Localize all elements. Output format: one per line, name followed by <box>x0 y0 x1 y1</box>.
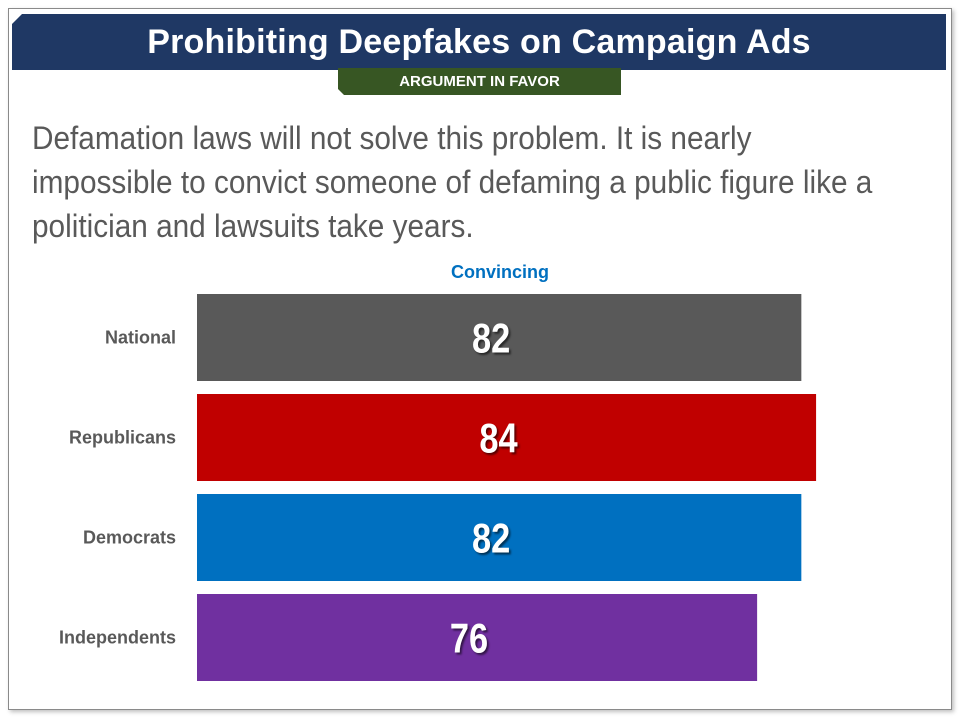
bar-democrats <box>197 494 802 581</box>
data-label-democrats: 82 <box>472 515 510 562</box>
argument-statement: Defamation laws will not solve this prob… <box>32 120 873 244</box>
slide-title: Prohibiting Deepfakes on Campaign Ads <box>147 22 811 61</box>
bar-national <box>197 294 802 381</box>
category-label-independents: Independents <box>59 628 176 648</box>
category-label-republicans: Republicans <box>69 428 176 448</box>
bar-republicans <box>197 394 817 481</box>
slide-subtitle: ARGUMENT IN FAVOR <box>399 73 560 90</box>
series-label: Convincing <box>451 262 549 282</box>
title-banner: Prohibiting Deepfakes on Campaign Ads <box>12 14 946 70</box>
subtitle-tab: ARGUMENT IN FAVOR <box>338 68 621 95</box>
data-label-republicans: 84 <box>479 415 518 462</box>
data-label-national: 82 <box>472 315 510 362</box>
category-label-national: National <box>105 328 176 348</box>
data-label-independents: 76 <box>450 615 488 662</box>
category-label-democrats: Democrats <box>83 528 176 548</box>
bar-independents <box>197 594 758 681</box>
